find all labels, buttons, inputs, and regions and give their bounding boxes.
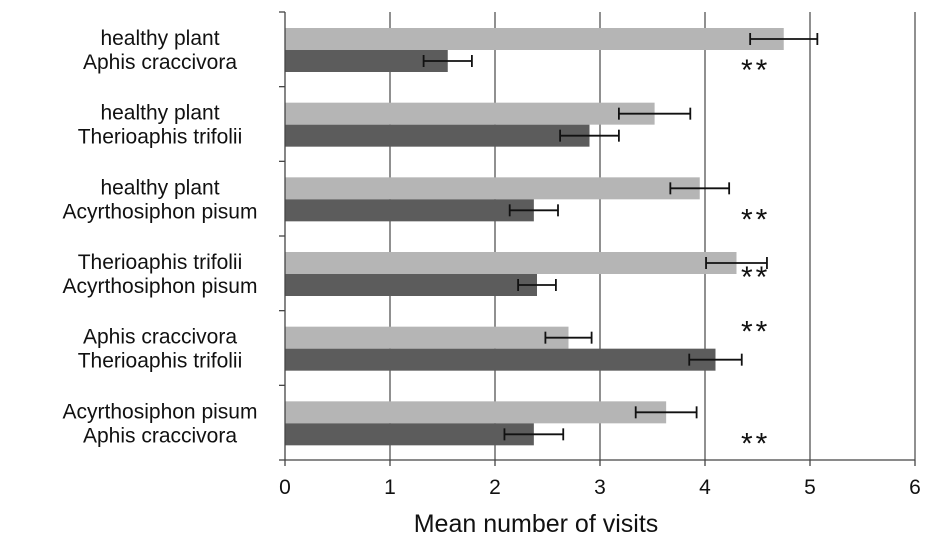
x-tick-label: 0 <box>279 476 291 499</box>
category-label-top: healthy plant <box>100 27 219 50</box>
x-tick-label: 4 <box>699 476 711 499</box>
bar-bottom <box>285 50 448 72</box>
error-bars-layer <box>422 33 819 441</box>
category-label-top: Acyrthosiphon pisum <box>63 400 258 423</box>
x-tick-label: 2 <box>489 476 501 499</box>
grid-layer <box>389 12 916 460</box>
category-label-bottom: Therioaphis trifolii <box>78 350 243 373</box>
x-axis-title: Mean number of visits <box>414 510 659 538</box>
category-label-bottom: Acyrthosiphon pisum <box>63 275 258 298</box>
bar-bottom <box>285 274 537 296</box>
category-label-top: healthy plant <box>100 176 219 199</box>
bar-top <box>285 28 784 50</box>
bar-bottom <box>285 199 534 222</box>
category-label-bottom: Aphis craccivora <box>83 424 237 447</box>
bar-bottom <box>285 124 590 147</box>
bar-top <box>285 401 667 424</box>
x-tick-label: 5 <box>804 476 816 499</box>
significance-marker: ** <box>741 54 770 87</box>
axis-layer: 0 1 2 3 4 5 6 Mean number of visits <box>279 11 921 538</box>
significance-marker: ** <box>741 203 770 236</box>
category-label-bottom: Acyrthosiphon pisum <box>63 200 258 223</box>
bar-top <box>285 102 655 125</box>
bars-layer <box>285 28 784 446</box>
category-label-top: healthy plant <box>100 102 219 125</box>
category-label-top: Therioaphis trifolii <box>78 251 243 274</box>
significance-marker: ** <box>741 427 770 460</box>
x-tick-label: 3 <box>594 476 606 499</box>
significance-marker: ** <box>741 261 770 294</box>
bar-top <box>285 177 700 200</box>
x-tick-label: 6 <box>909 476 921 499</box>
bar-bottom <box>285 423 534 446</box>
category-label-top: Aphis craccivora <box>83 326 237 349</box>
significance-marker: ** <box>741 316 770 349</box>
bar-bottom <box>285 348 716 371</box>
bar-top <box>285 326 569 349</box>
bar-top <box>285 252 737 274</box>
category-label-bottom: Aphis craccivora <box>83 51 237 74</box>
x-tick-label: 1 <box>384 476 396 499</box>
category-label-bottom: Therioaphis trifolii <box>78 126 243 149</box>
